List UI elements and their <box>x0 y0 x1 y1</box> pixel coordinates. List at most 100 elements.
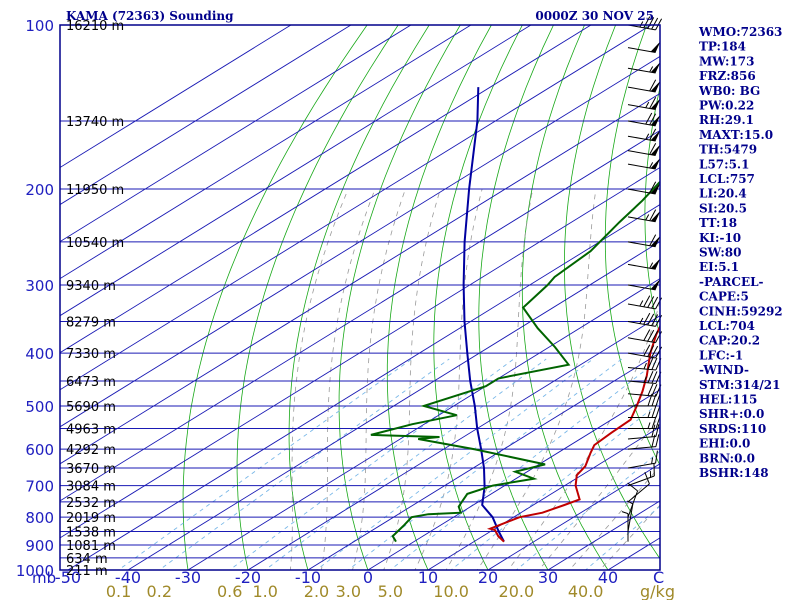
mixing-ratio-label: 5.0 <box>378 582 403 600</box>
barb-half <box>649 262 654 269</box>
barb-full <box>649 97 657 109</box>
barb-full <box>651 345 659 358</box>
temperature-tick-label: 30 <box>538 568 558 587</box>
isotherm <box>427 426 660 570</box>
height-label: 1081 m <box>66 539 116 554</box>
index-line: TH:5479 <box>699 143 757 157</box>
barb-full <box>645 112 653 125</box>
barb-staff <box>627 120 656 127</box>
mixing-ratio-line <box>347 358 623 570</box>
barb-full <box>643 16 651 29</box>
isotherm <box>307 352 660 570</box>
index-line: SRDS:110 <box>699 422 766 436</box>
barb-staff <box>627 263 656 270</box>
mixing-ratio-line <box>389 358 660 570</box>
isotherm <box>60 25 352 206</box>
mixing-ratio-line <box>264 358 547 570</box>
barb-pennant <box>650 144 661 156</box>
height-label: 634 m <box>66 552 108 567</box>
index-line: MW:173 <box>699 54 754 68</box>
barb-staff <box>627 367 656 371</box>
barb-full <box>644 471 650 485</box>
index-line: LCL:757 <box>699 172 755 186</box>
isotherm <box>60 25 472 280</box>
isotherm <box>367 389 660 570</box>
barb-staff <box>627 216 656 223</box>
isotherm <box>60 25 412 243</box>
wind-barb <box>627 500 634 532</box>
wind-barb <box>627 450 658 469</box>
barb-full <box>647 370 654 383</box>
temperature-tick-label: -20 <box>235 568 261 587</box>
mixing-ratio-label: 0.6 <box>217 582 242 600</box>
height-label: 16210 m <box>66 19 124 34</box>
mixing-ratio-line <box>229 358 515 570</box>
index-line: STM:314/21 <box>699 378 780 392</box>
barb-staff <box>627 446 656 450</box>
barb-staff <box>627 483 650 503</box>
barb-staff <box>627 135 656 142</box>
dewpoint-trace <box>370 180 660 543</box>
index-line: BRN:0.0 <box>699 451 755 465</box>
barb-full <box>651 17 659 30</box>
barb-staff <box>627 241 656 248</box>
height-label: 3670 m <box>66 462 116 477</box>
barb-full <box>649 234 657 246</box>
wind-barb <box>627 424 660 440</box>
moist-adiabat <box>445 189 534 570</box>
index-line: MAXT:15.0 <box>699 128 773 142</box>
dry-adiabat <box>338 25 461 570</box>
barb-pennant <box>650 114 661 126</box>
pressure-tick-label: 500 <box>25 398 54 416</box>
pressure-tick-label: 700 <box>25 478 54 496</box>
wind-barb <box>627 157 661 170</box>
barb-full <box>649 128 657 141</box>
height-label: 7330 m <box>66 347 116 362</box>
barb-pennant <box>650 257 661 270</box>
height-label: 11950 m <box>66 183 124 198</box>
wind-barb <box>627 143 661 156</box>
wind-barb <box>627 344 663 359</box>
barb-full <box>643 344 651 357</box>
barb-pennant <box>650 157 661 169</box>
barb-pennant <box>650 278 661 290</box>
isotherm <box>60 92 660 465</box>
barb-staff <box>627 352 656 359</box>
barb-staff <box>627 150 656 156</box>
mixing-ratio-unit-label: g/kg <box>640 582 675 600</box>
barb-half <box>651 457 654 464</box>
barb-half <box>639 300 644 307</box>
index-line: KI:-10 <box>699 231 741 245</box>
wind-barb <box>628 393 661 407</box>
mixing-ratio-line <box>158 358 450 570</box>
mixing-ratio-line <box>450 401 660 570</box>
isotherm <box>487 463 660 570</box>
wind-barb <box>627 112 661 127</box>
parcel-trace <box>462 87 505 543</box>
barb-pennant <box>650 61 661 74</box>
isotherm <box>60 129 660 502</box>
station-title: KAMA (72363) Sounding <box>66 9 234 23</box>
mixing-ratio-label: 2.0 <box>304 582 329 600</box>
barb-full <box>643 312 651 325</box>
barb-pennant <box>650 182 661 194</box>
height-label: 8279 m <box>66 316 116 331</box>
height-label: 211 m <box>66 564 108 579</box>
dry-adiabat <box>386 25 492 570</box>
dry-adiabat <box>757 25 800 582</box>
moist-adiabat <box>289 188 349 570</box>
index-line: WB0: BG <box>698 84 760 98</box>
wind-barb <box>627 234 661 248</box>
height-label: 13740 m <box>66 115 124 130</box>
index-line: LFC:-1 <box>699 348 743 362</box>
barb-staff <box>627 24 656 31</box>
barb-full <box>651 393 657 407</box>
wind-barb <box>627 41 661 53</box>
barb-half <box>627 500 634 505</box>
isotherm <box>187 278 660 570</box>
index-line: PW:0.22 <box>699 99 754 113</box>
wind-barb <box>627 312 663 327</box>
